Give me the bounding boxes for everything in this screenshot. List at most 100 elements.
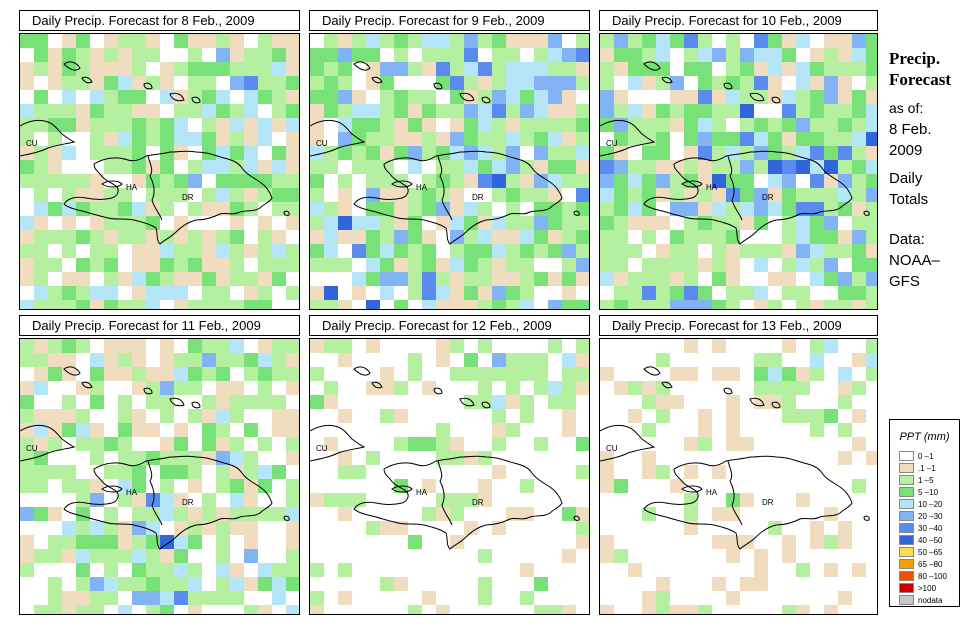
precip-cell (534, 423, 548, 437)
precip-cell (286, 535, 299, 549)
precip-cell (782, 409, 796, 423)
precip-cell (768, 577, 782, 591)
precip-cell (698, 451, 712, 465)
precip-cell (160, 563, 174, 577)
precip-cell (90, 437, 104, 451)
precip-cell (712, 272, 726, 286)
precip-cell (76, 535, 90, 549)
precip-cell (642, 563, 656, 577)
precip-cell (272, 90, 286, 104)
precip-cell (422, 48, 436, 62)
precip-cell (338, 132, 352, 146)
precip-cell (324, 465, 338, 479)
precip-cell (726, 535, 740, 549)
precip-cell (62, 48, 76, 62)
precip-cell (324, 381, 338, 395)
precip-cell (478, 34, 492, 48)
precip-cell (408, 272, 422, 286)
precip-cell (614, 300, 628, 309)
precip-cell (202, 286, 216, 300)
precip-cell (838, 244, 852, 258)
precip-cell (838, 465, 852, 479)
precip-cell (492, 479, 506, 493)
precip-cell (852, 230, 866, 244)
legend-swatch (899, 487, 914, 497)
precip-cell (600, 160, 614, 174)
precip-cell (768, 62, 782, 76)
precip-cell (188, 300, 202, 309)
precip-cell (160, 381, 174, 395)
precip-cell (478, 409, 492, 423)
precip-cell (146, 90, 160, 104)
precip-cell (272, 591, 286, 605)
precip-cell (118, 132, 132, 146)
precip-cell (852, 535, 866, 549)
precip-cell (20, 244, 34, 258)
precip-cell (160, 174, 174, 188)
precip-cell (90, 34, 104, 48)
precip-cell (838, 563, 852, 577)
precip-cell (174, 577, 188, 591)
precip-cell (286, 339, 299, 353)
precip-cell (600, 286, 614, 300)
precip-cell (866, 202, 877, 216)
precip-cell (824, 535, 838, 549)
precip-cell (366, 535, 380, 549)
precip-cell (244, 409, 258, 423)
precip-cell (684, 132, 698, 146)
precip-cell (146, 353, 160, 367)
precip-cell (698, 90, 712, 104)
precip-cell (90, 493, 104, 507)
precip-cell (380, 493, 394, 507)
precip-cell (534, 577, 548, 591)
precip-cell (272, 244, 286, 258)
precip-cell (576, 272, 589, 286)
precip-cell (534, 437, 548, 451)
precip-cell (244, 395, 258, 409)
precip-cell (698, 132, 712, 146)
precip-cell (506, 104, 520, 118)
precip-cell (768, 118, 782, 132)
precip-cell (244, 507, 258, 521)
precip-cell (76, 34, 90, 48)
precip-cell (782, 535, 796, 549)
legend-swatch (899, 499, 914, 509)
precip-cell (230, 90, 244, 104)
precip-cell (534, 549, 548, 563)
precip-cell (310, 174, 324, 188)
precip-cell (534, 104, 548, 118)
precip-cell (324, 188, 338, 202)
precip-cell (118, 286, 132, 300)
precip-cell (548, 353, 562, 367)
precip-cell (230, 423, 244, 437)
precip-cell (852, 493, 866, 507)
precip-cell (104, 507, 118, 521)
precip-cell (258, 230, 272, 244)
precip-cell (600, 437, 614, 451)
precip-cell (642, 395, 656, 409)
precip-cell (436, 339, 450, 353)
precip-cell (768, 549, 782, 563)
precip-cell (48, 353, 62, 367)
precip-cell (258, 118, 272, 132)
precip-cell (796, 605, 810, 614)
precip-cell (520, 521, 534, 535)
precip-cell (768, 521, 782, 535)
precip-cell (548, 104, 562, 118)
precip-cell (132, 381, 146, 395)
precip-cell (20, 230, 34, 244)
data-source-line: GFS (889, 273, 920, 290)
precip-cell (160, 423, 174, 437)
precip-cell (698, 367, 712, 381)
precip-cell (338, 202, 352, 216)
precip-cell (492, 395, 506, 409)
precip-cell (380, 521, 394, 535)
precip-cell (118, 423, 132, 437)
precip-map: CU HA DR (309, 33, 590, 310)
precip-cell (534, 479, 548, 493)
precip-cell (188, 353, 202, 367)
precip-cell (286, 160, 299, 174)
precip-cell (62, 160, 76, 174)
precip-cell (380, 409, 394, 423)
precip-cell (782, 132, 796, 146)
